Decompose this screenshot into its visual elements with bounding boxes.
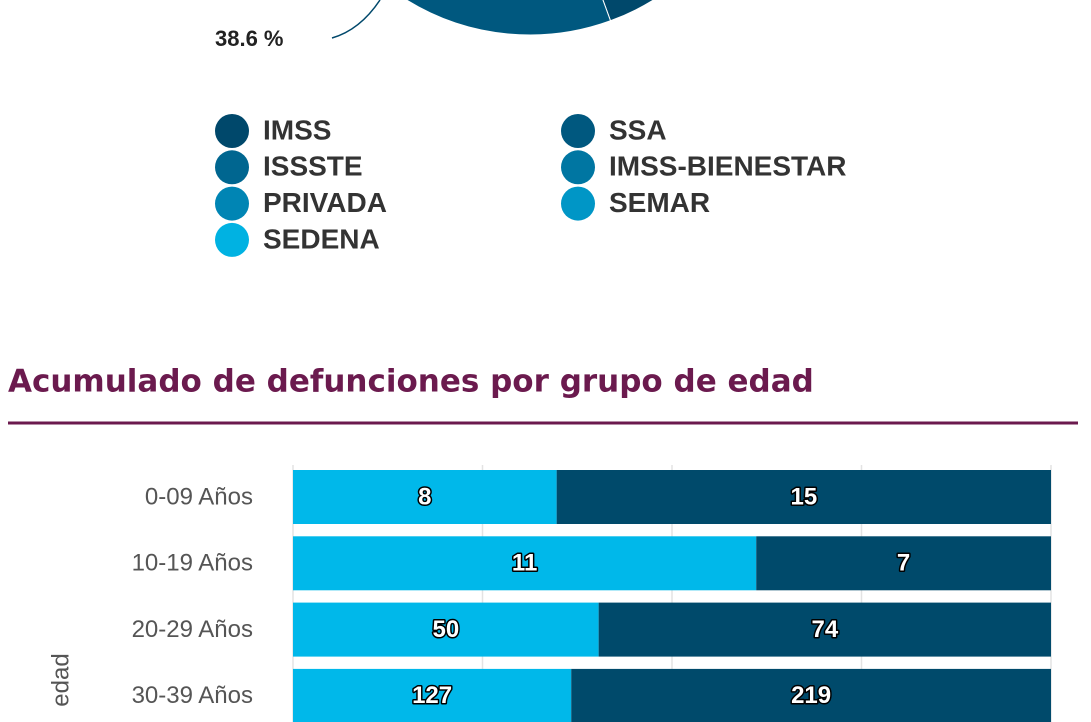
bar-segment <box>293 470 557 524</box>
y-tick-label: 30-39 Años <box>132 682 253 709</box>
legend-label: SEDENA <box>263 223 380 254</box>
legend-label: PRIVADA <box>263 187 387 218</box>
legend-swatch <box>215 186 249 221</box>
legend-label: IMSS <box>263 114 331 145</box>
legend-label: SSA <box>609 114 667 145</box>
pie-chart: 38.6 % <box>215 0 655 51</box>
data-label: 219 <box>791 682 831 709</box>
data-label: 7 <box>897 550 910 577</box>
leader-line <box>331 0 381 39</box>
legend-swatch <box>215 114 249 148</box>
y-tick-label: 20-29 Años <box>132 616 253 643</box>
data-label: 127 <box>412 682 452 709</box>
y-tick-label: 10-19 Años <box>132 550 253 577</box>
data-label: 38.6 % <box>215 26 284 51</box>
bar-segment <box>756 536 1051 591</box>
data-label: 11 <box>512 550 537 577</box>
data-label: 8 <box>418 483 431 510</box>
bar-segment <box>293 536 757 591</box>
section-title: Acumulado de defunciones por grupo de ed… <box>8 364 814 400</box>
y-axis-label: edad <box>47 653 74 706</box>
bar-segment <box>293 668 572 722</box>
legend-label: ISSSTE <box>263 151 363 182</box>
bar-segment <box>571 668 1051 722</box>
bar-segment <box>293 602 599 657</box>
data-label: 15 <box>790 483 817 510</box>
legend-swatch <box>561 114 595 148</box>
legend-label: SEMAR <box>609 187 710 218</box>
legend: IMSS SSA ISSSTE IMSS-BIENESTAR PRIVADA SEMAR S… <box>215 114 847 257</box>
bar-segment <box>556 470 1051 524</box>
legend-swatch <box>561 186 595 221</box>
legend-swatch <box>215 150 249 185</box>
bar-segment <box>598 602 1051 657</box>
pie-slice <box>602 0 655 22</box>
legend-swatch <box>215 222 249 257</box>
legend-label: IMSS-BIENESTAR <box>609 151 847 182</box>
pie-slice <box>405 0 612 36</box>
bar-chart: edad 0-09 Años 8 15 10-19 Años 11 7 20-29 Años 5… <box>47 465 1052 722</box>
y-tick-label: 0-09 Años <box>145 483 253 510</box>
data-label: 50 <box>432 616 459 643</box>
legend-swatch <box>561 150 595 185</box>
data-label: 74 <box>811 616 838 643</box>
